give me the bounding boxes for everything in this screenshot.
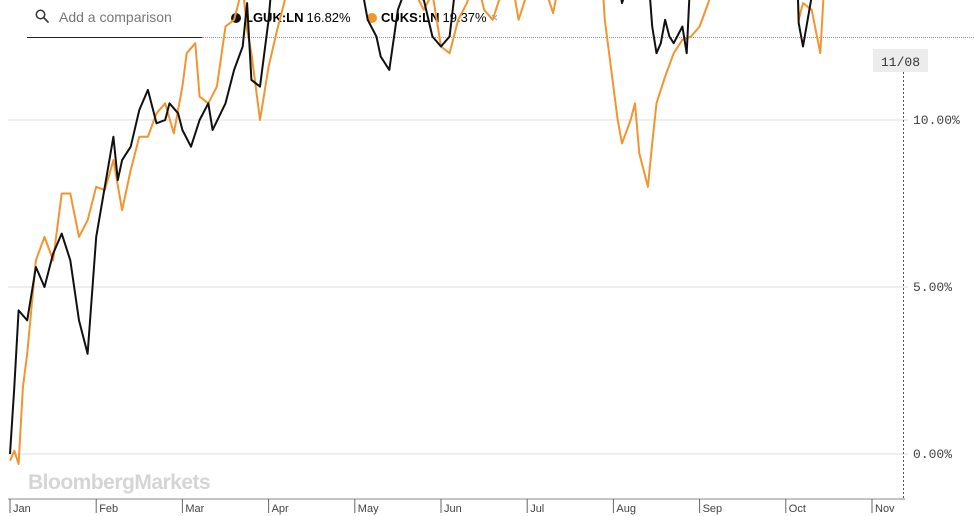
x-tick-label: Apr [272, 503, 289, 515]
bloomberg-watermark: BloombergMarkets [28, 471, 210, 494]
x-tick-label: Jun [444, 503, 462, 515]
crosshair-date-box [873, 49, 928, 72]
legend-item-lguk: LGUK:LN 16.82% [231, 10, 351, 28]
series-line-cuks-ln[interactable] [9, 0, 919, 465]
toolbar: Add a comparison LGUK:LN 16.82% CUKS:LN 19… [0, 0, 974, 38]
x-axis: Jan Feb Mar Apr May Jun Jul Aug Sep Oct Nov [9, 499, 895, 515]
y-axis: 0.00%5.00%10.00%15.00%20.00% [913, 113, 960, 462]
series-layer [9, 0, 919, 465]
legend-ticker: LGUK:LN [245, 10, 304, 25]
series-line-lguk-ln[interactable] [9, 0, 919, 455]
series-color-dot [231, 13, 241, 23]
x-tick-label: Oct [789, 503, 806, 515]
toolbar-divider [202, 37, 974, 38]
comparison-search[interactable]: Add a comparison [27, 0, 202, 38]
crosshair-date: 11/08 [881, 55, 920, 70]
series-color-dot [367, 13, 377, 23]
x-tick-label: Aug [616, 503, 636, 515]
legend-value: 16.82% [306, 10, 351, 25]
search-icon [35, 9, 49, 23]
x-tick-label: Jan [13, 503, 31, 515]
x-tick-label: Nov [875, 503, 895, 515]
y-tick-label: 0.00% [913, 447, 952, 462]
y-tick-label: 5.00% [913, 280, 952, 295]
x-tick-label: Sep [703, 503, 723, 515]
x-tick-label: Mar [185, 503, 204, 515]
y-tick-label: 10.00% [913, 113, 960, 128]
search-input[interactable]: Add a comparison [59, 9, 172, 25]
legend-value: 19.37% [442, 10, 487, 25]
x-tick-label: Feb [99, 503, 118, 515]
gridlines [8, 119, 908, 455]
x-tick-label: May [358, 503, 379, 515]
x-tick-label: Jul [530, 503, 544, 515]
